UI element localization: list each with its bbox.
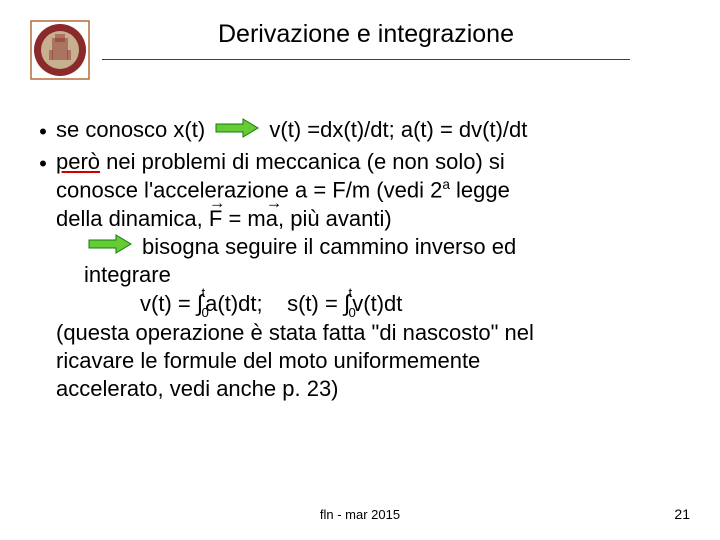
slide-content: • se conosco x(t) v(t) =dx(t)/dt; a(t) =… [30, 116, 690, 403]
university-seal-logo [30, 20, 90, 80]
integral-symbol: ∫0t [344, 289, 352, 319]
text: v(t) =dx(t)/dt; a(t) = dv(t)/dt [269, 117, 527, 142]
text: se conosco x(t) [56, 117, 205, 142]
integral-formula-line: v(t) = ∫0ta(t)dt; s(t) = ∫0tv(t)dt [140, 289, 690, 319]
right-arrow-icon [215, 117, 259, 145]
bullet-item-2: • però nei problemi di meccanica (e non … [30, 148, 690, 403]
text: , più avanti) [278, 206, 392, 231]
text: della dinamica, [56, 206, 209, 231]
page-title: Derivazione e integrazione [218, 20, 514, 57]
text: (questa operazione è stata fatta "di nas… [56, 320, 534, 345]
text: a(t)dt; [205, 291, 262, 316]
vector-a: a [266, 205, 278, 233]
text: s(t) = [287, 291, 344, 316]
bullet-marker: • [30, 148, 56, 178]
text: legge [450, 178, 510, 203]
text: bisogna seguire il cammino inverso ed [142, 233, 516, 261]
text: v(t) = [140, 291, 197, 316]
text-underlined: però [56, 149, 100, 174]
bullet-item-1: • se conosco x(t) v(t) =dx(t)/dt; a(t) =… [30, 116, 690, 146]
right-arrow-icon [88, 233, 132, 261]
superscript: a [442, 177, 450, 192]
text: integrare [84, 262, 171, 287]
title-underline [102, 59, 630, 60]
vector-F: F [209, 205, 222, 233]
text: ricavare le formule del moto uniformemen… [56, 348, 480, 373]
footer-text: fln - mar 2015 [0, 507, 720, 522]
text: = m [222, 206, 265, 231]
page-number: 21 [674, 506, 690, 522]
text: nei problemi di meccanica (e non solo) s… [100, 149, 505, 174]
implication-line: bisogna seguire il cammino inverso ed [84, 233, 690, 261]
text: conosce l'accelerazione a = F/m (vedi 2 [56, 178, 442, 203]
integral-symbol: ∫0t [197, 289, 205, 319]
header: Derivazione e integrazione [30, 20, 690, 80]
text: accelerato, vedi anche p. 23) [56, 376, 339, 401]
bullet-marker: • [30, 116, 56, 146]
text: v(t)dt [352, 291, 402, 316]
